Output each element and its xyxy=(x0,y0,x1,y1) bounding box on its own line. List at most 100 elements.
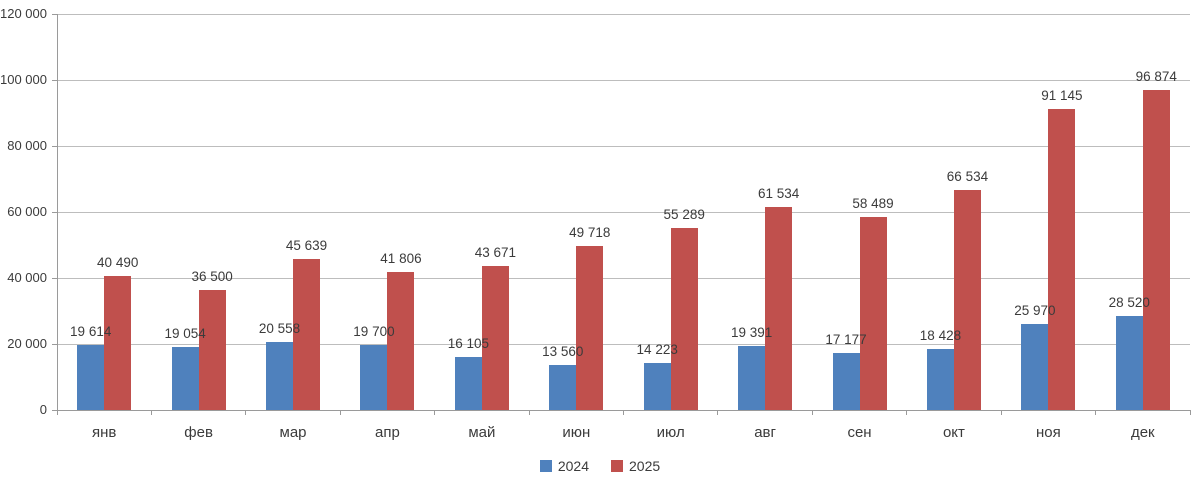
gridline-40000 xyxy=(57,277,1190,279)
y-axis-label-20000: 20 000 xyxy=(7,336,47,351)
x-axis-tick-3 xyxy=(339,410,341,415)
bar-2024-июн xyxy=(549,365,577,410)
x-axis-tick-6 xyxy=(623,410,624,415)
y-axis-tick-120000 xyxy=(52,13,57,15)
x-axis-tick-7 xyxy=(717,410,719,415)
x-axis-tick-5 xyxy=(528,410,530,415)
bar-2025-сен xyxy=(859,217,887,410)
legend-swatch-2024 xyxy=(539,460,552,472)
legend-label-2024: 2024 xyxy=(557,458,589,474)
bar-label-2024-фев: 19 054 xyxy=(164,326,206,341)
gridline-20000 xyxy=(57,343,1190,345)
x-axis-tick-2 xyxy=(245,410,247,415)
gridline-120000 xyxy=(57,13,1190,15)
x-axis-label-ноя: ноя xyxy=(1035,424,1061,441)
bar-label-2024-авг: 19 391 xyxy=(730,325,773,340)
bar-2025-ноя xyxy=(1048,109,1076,410)
bar-2025-фев xyxy=(198,290,226,410)
bar-label-2024-сен: 17 177 xyxy=(825,332,867,347)
x-axis-label-май: май xyxy=(468,424,496,441)
gridline-60000 xyxy=(57,211,1190,213)
bar-label-2025-янв: 40 490 xyxy=(97,255,139,270)
y-axis-tick-100000 xyxy=(52,79,57,81)
bar-2025-апр xyxy=(387,272,415,410)
bar-label-2024-мар: 20 558 xyxy=(258,321,301,336)
bar-label-2025-май: 43 671 xyxy=(474,245,517,260)
y-axis-line xyxy=(57,14,58,410)
gridline-100000 xyxy=(57,79,1190,81)
bar-2025-дек xyxy=(1142,90,1170,410)
legend-entry-2024: 2024 xyxy=(539,458,589,474)
y-axis-label-100000: 100 000 xyxy=(0,72,47,87)
bar-2024-мар xyxy=(266,342,294,410)
bar-label-2025-мар: 45 639 xyxy=(285,238,328,253)
bar-2024-янв xyxy=(77,345,105,410)
x-axis-tick-9 xyxy=(906,410,908,415)
bar-2024-сен xyxy=(832,353,860,410)
bar-2024-май xyxy=(454,357,482,410)
bar-2024-июл xyxy=(643,363,671,410)
bar-label-2025-апр: 41 806 xyxy=(380,251,422,266)
y-axis-label-0: 0 xyxy=(39,402,47,417)
legend-swatch-2025 xyxy=(611,460,623,472)
legend-label-2025: 2025 xyxy=(629,458,661,474)
bar-label-2024-май: 16 105 xyxy=(447,336,490,351)
x-axis-tick-4 xyxy=(434,410,436,415)
chart-legend: 2024 2025 xyxy=(0,458,1200,474)
bar-label-2025-окт: 66 534 xyxy=(946,169,989,184)
bar-2024-апр xyxy=(360,345,388,410)
y-axis-tick-60000 xyxy=(52,211,57,213)
y-axis-tick-80000 xyxy=(52,145,57,147)
bar-label-2024-апр: 19 700 xyxy=(353,324,395,339)
bar-label-2025-фев: 36 500 xyxy=(191,269,233,284)
bar-label-2024-июл: 14 223 xyxy=(636,342,678,357)
y-axis-label-80000: 80 000 xyxy=(7,138,47,153)
x-axis-label-сен: сен xyxy=(847,424,872,441)
legend-entry-2025: 2025 xyxy=(611,458,660,474)
bar-label-2024-ноя: 25 970 xyxy=(1014,303,1056,318)
x-axis-tick-11 xyxy=(1095,410,1097,415)
x-axis-tick-8 xyxy=(811,410,813,415)
bar-2025-окт xyxy=(953,190,981,410)
y-axis-label-120000: 120 000 xyxy=(0,6,47,21)
bar-label-2025-июл: 55 289 xyxy=(663,207,705,222)
x-axis-label-окт: окт xyxy=(942,424,965,441)
bar-label-2025-июн: 49 718 xyxy=(569,225,611,240)
bar-2025-мар xyxy=(293,259,321,410)
gridline-80000 xyxy=(57,145,1190,147)
x-axis-label-дек: дек xyxy=(1130,424,1155,441)
bar-label-2025-сен: 58 489 xyxy=(852,196,894,211)
x-axis-label-фев: фев xyxy=(184,424,213,441)
bar-label-2025-авг: 61 534 xyxy=(757,186,800,201)
bar-2025-июл xyxy=(670,228,698,410)
bar-2025-янв xyxy=(104,276,132,410)
y-axis-tick-40000 xyxy=(52,277,57,279)
x-axis-label-июн: июн xyxy=(562,424,591,441)
bar-2024-авг xyxy=(738,346,766,410)
bar-label-2024-июн: 13 560 xyxy=(542,344,584,359)
x-axis-tick-0 xyxy=(56,410,58,415)
bar-label-2024-янв: 19 614 xyxy=(70,324,112,339)
bar-label-2025-дек: 96 874 xyxy=(1135,69,1177,84)
x-axis-label-янв: янв xyxy=(92,424,117,441)
y-axis-label-40000: 40 000 xyxy=(7,270,47,285)
bar-label-2024-окт: 18 428 xyxy=(919,328,962,343)
bar-2024-окт xyxy=(926,349,954,410)
x-axis-tick-12 xyxy=(1189,410,1191,415)
bar-2025-авг xyxy=(765,207,793,410)
bar-2024-дек xyxy=(1115,316,1143,410)
x-axis-label-мар: мар xyxy=(279,424,307,441)
y-axis-label-60000: 60 000 xyxy=(7,204,47,219)
x-axis-label-июл: июл xyxy=(656,424,685,441)
x-axis-label-авг: авг xyxy=(754,424,776,441)
bar-label-2025-ноя: 91 145 xyxy=(1041,88,1083,103)
bar-2024-фев xyxy=(171,347,199,410)
bar-2025-май xyxy=(481,266,509,410)
bar-label-2024-дек: 28 520 xyxy=(1108,295,1150,310)
bar-2025-июн xyxy=(576,246,604,410)
x-axis-line xyxy=(52,409,1190,411)
x-axis-label-апр: апр xyxy=(375,424,400,441)
bar-2024-ноя xyxy=(1021,324,1049,410)
y-axis-tick-20000 xyxy=(52,343,57,345)
